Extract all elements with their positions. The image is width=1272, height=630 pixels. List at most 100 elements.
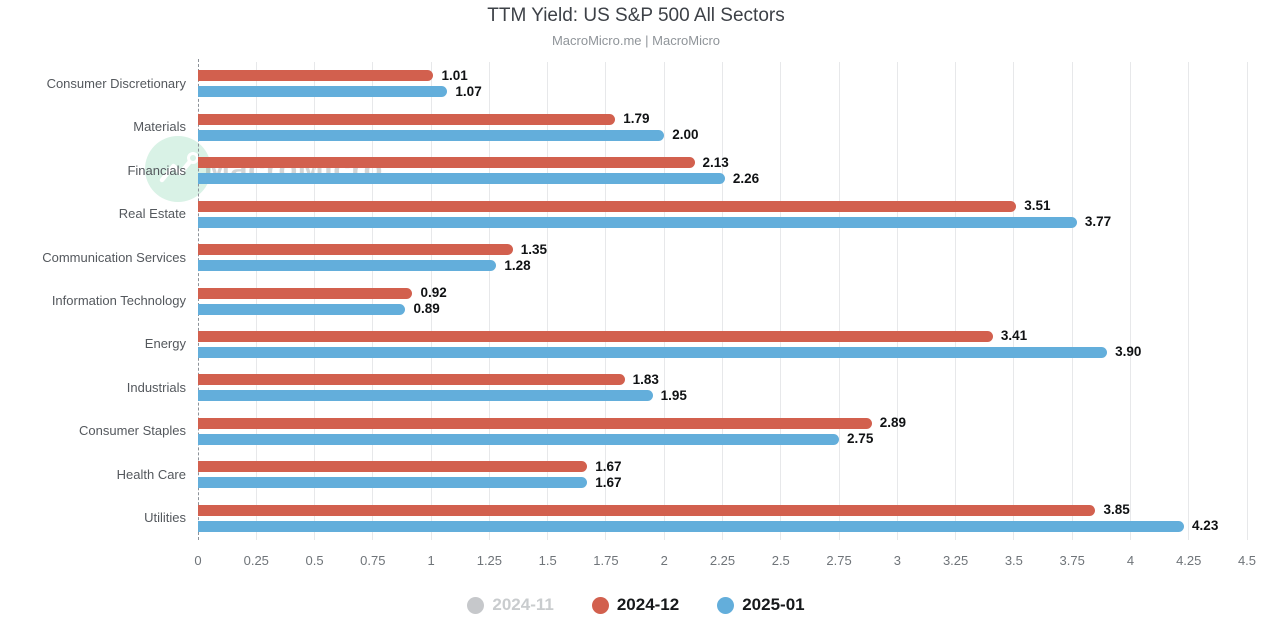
bar-value-label: 2.75 — [847, 431, 874, 447]
bar-2024-12[interactable] — [198, 461, 588, 473]
bar-2024-12[interactable] — [198, 113, 616, 125]
bar-value-label: 3.41 — [1000, 328, 1028, 344]
x-tick-label: 2 — [660, 553, 668, 568]
category-label: Industrials — [126, 379, 186, 395]
category-label: Energy — [144, 336, 186, 352]
bar-value-label: 1.07 — [455, 83, 482, 99]
category-label: Consumer Discretionary — [46, 75, 186, 91]
bar-2024-12[interactable] — [198, 157, 695, 169]
gridline — [1013, 62, 1015, 540]
legend-marker-icon — [717, 596, 735, 614]
x-tick-label: 0.75 — [360, 553, 386, 568]
legend-item-blue-series[interactable]: 2025-01 — [717, 595, 805, 615]
bar-value-label: 4.23 — [1192, 518, 1219, 534]
x-tick-label: 1 — [427, 553, 435, 568]
bar-2025-01[interactable] — [198, 303, 406, 315]
chart-subtitle: MacroMicro.me | MacroMicro — [551, 33, 721, 48]
bar-2024-12[interactable] — [198, 330, 993, 342]
bar-value-label: 1.35 — [520, 241, 547, 257]
gridline — [955, 62, 957, 540]
bar-2025-01[interactable] — [198, 216, 1077, 228]
chart-title: TTM Yield: US S&P 500 All Sectors — [487, 5, 785, 26]
bar-value-label: 3.90 — [1115, 344, 1142, 360]
category-label: Materials — [133, 119, 186, 135]
x-tick-label: 3 — [893, 553, 901, 568]
gridline — [255, 62, 257, 540]
bar-2025-01[interactable] — [198, 433, 840, 445]
category-label: Information Technology — [51, 293, 186, 308]
legend-item-red-series[interactable]: 2024-12 — [591, 595, 680, 615]
legend-label: 2024-12 — [616, 595, 680, 614]
x-tick-label: 4 — [1126, 553, 1135, 568]
bar-2025-01[interactable] — [198, 86, 448, 98]
category-label: Real Estate — [118, 206, 186, 222]
bar-2025-01[interactable] — [198, 346, 1108, 358]
category-label: Communication Services — [42, 249, 186, 265]
zero-axis-line — [198, 59, 199, 540]
bar-2025-01[interactable] — [198, 129, 665, 141]
bar-value-label: 2.00 — [672, 127, 699, 143]
bar-2024-12[interactable] — [198, 244, 513, 256]
bar-value-label: 0.92 — [420, 285, 447, 300]
x-tick-label: 1.5 — [538, 553, 557, 568]
bar-value-label: 3.77 — [1084, 214, 1112, 230]
gridline — [605, 62, 607, 540]
gridline — [1188, 62, 1190, 540]
gridline — [547, 62, 549, 540]
gridline — [314, 62, 316, 540]
legend-marker-icon — [467, 596, 485, 614]
x-tick-label: 1.25 — [476, 553, 503, 568]
bar-value-label: 3.85 — [1103, 502, 1130, 518]
gridline — [896, 62, 898, 540]
bar-2025-01[interactable] — [198, 390, 653, 402]
bar-value-label: 0.89 — [413, 301, 440, 316]
gridline — [838, 62, 840, 540]
legend-label: 2025-01 — [742, 595, 805, 614]
bar-value-label: 2.26 — [732, 170, 760, 186]
bar-2025-01[interactable] — [198, 477, 588, 489]
x-tick-label: 2.25 — [709, 553, 736, 568]
bar-2025-01[interactable] — [198, 173, 725, 185]
gridline — [1129, 62, 1131, 540]
legend-item-prev-month[interactable]: 2024-11 — [467, 595, 554, 615]
gridline — [1071, 62, 1073, 540]
x-tick-label: 3.25 — [942, 553, 969, 568]
category-label: Utilities — [144, 510, 186, 526]
bar-value-label: 1.67 — [595, 474, 622, 490]
legend: 2024-11 2024-12 2025-01 — [0, 595, 1272, 615]
x-tick-label: 0.5 — [305, 553, 324, 568]
gridline — [780, 62, 782, 540]
gridline — [430, 62, 432, 540]
x-tick-label: 4.25 — [1176, 553, 1202, 568]
category-label: Financials — [127, 162, 186, 178]
bar-value-label: 1.28 — [504, 257, 531, 273]
x-tick-label: 4.5 — [1237, 553, 1257, 568]
legend-label: 2024-11 — [492, 595, 554, 614]
bar-value-label: 1.01 — [441, 67, 468, 83]
bar-2024-12[interactable] — [198, 287, 413, 299]
x-tick-label: 0 — [194, 553, 202, 568]
bar-2024-12[interactable] — [198, 70, 434, 82]
gridline — [663, 62, 665, 540]
bar-2024-12[interactable] — [198, 374, 625, 386]
bar-value-label: 1.83 — [632, 371, 659, 387]
bar-2024-12[interactable] — [198, 200, 1017, 212]
bar-value-label: 1.79 — [623, 111, 650, 127]
x-tick-label: 2.5 — [771, 553, 790, 568]
x-tick-label: 1.75 — [593, 553, 619, 568]
gridline — [1246, 62, 1248, 540]
category-label: Health Care — [116, 466, 186, 482]
bar-value-label: 1.95 — [660, 387, 687, 403]
gridline — [722, 62, 723, 540]
bar-2025-01[interactable] — [198, 260, 497, 272]
bar-value-label: 2.13 — [702, 154, 729, 170]
bar-2025-01[interactable] — [198, 520, 1185, 532]
bar-2024-12[interactable] — [198, 417, 872, 429]
legend-marker-icon — [591, 596, 609, 614]
bar-2024-12[interactable] — [198, 504, 1096, 516]
gridline — [488, 62, 490, 540]
gridline — [372, 62, 374, 540]
bar-value-label: 3.51 — [1024, 198, 1051, 214]
category-label: Consumer Staples — [79, 423, 186, 439]
